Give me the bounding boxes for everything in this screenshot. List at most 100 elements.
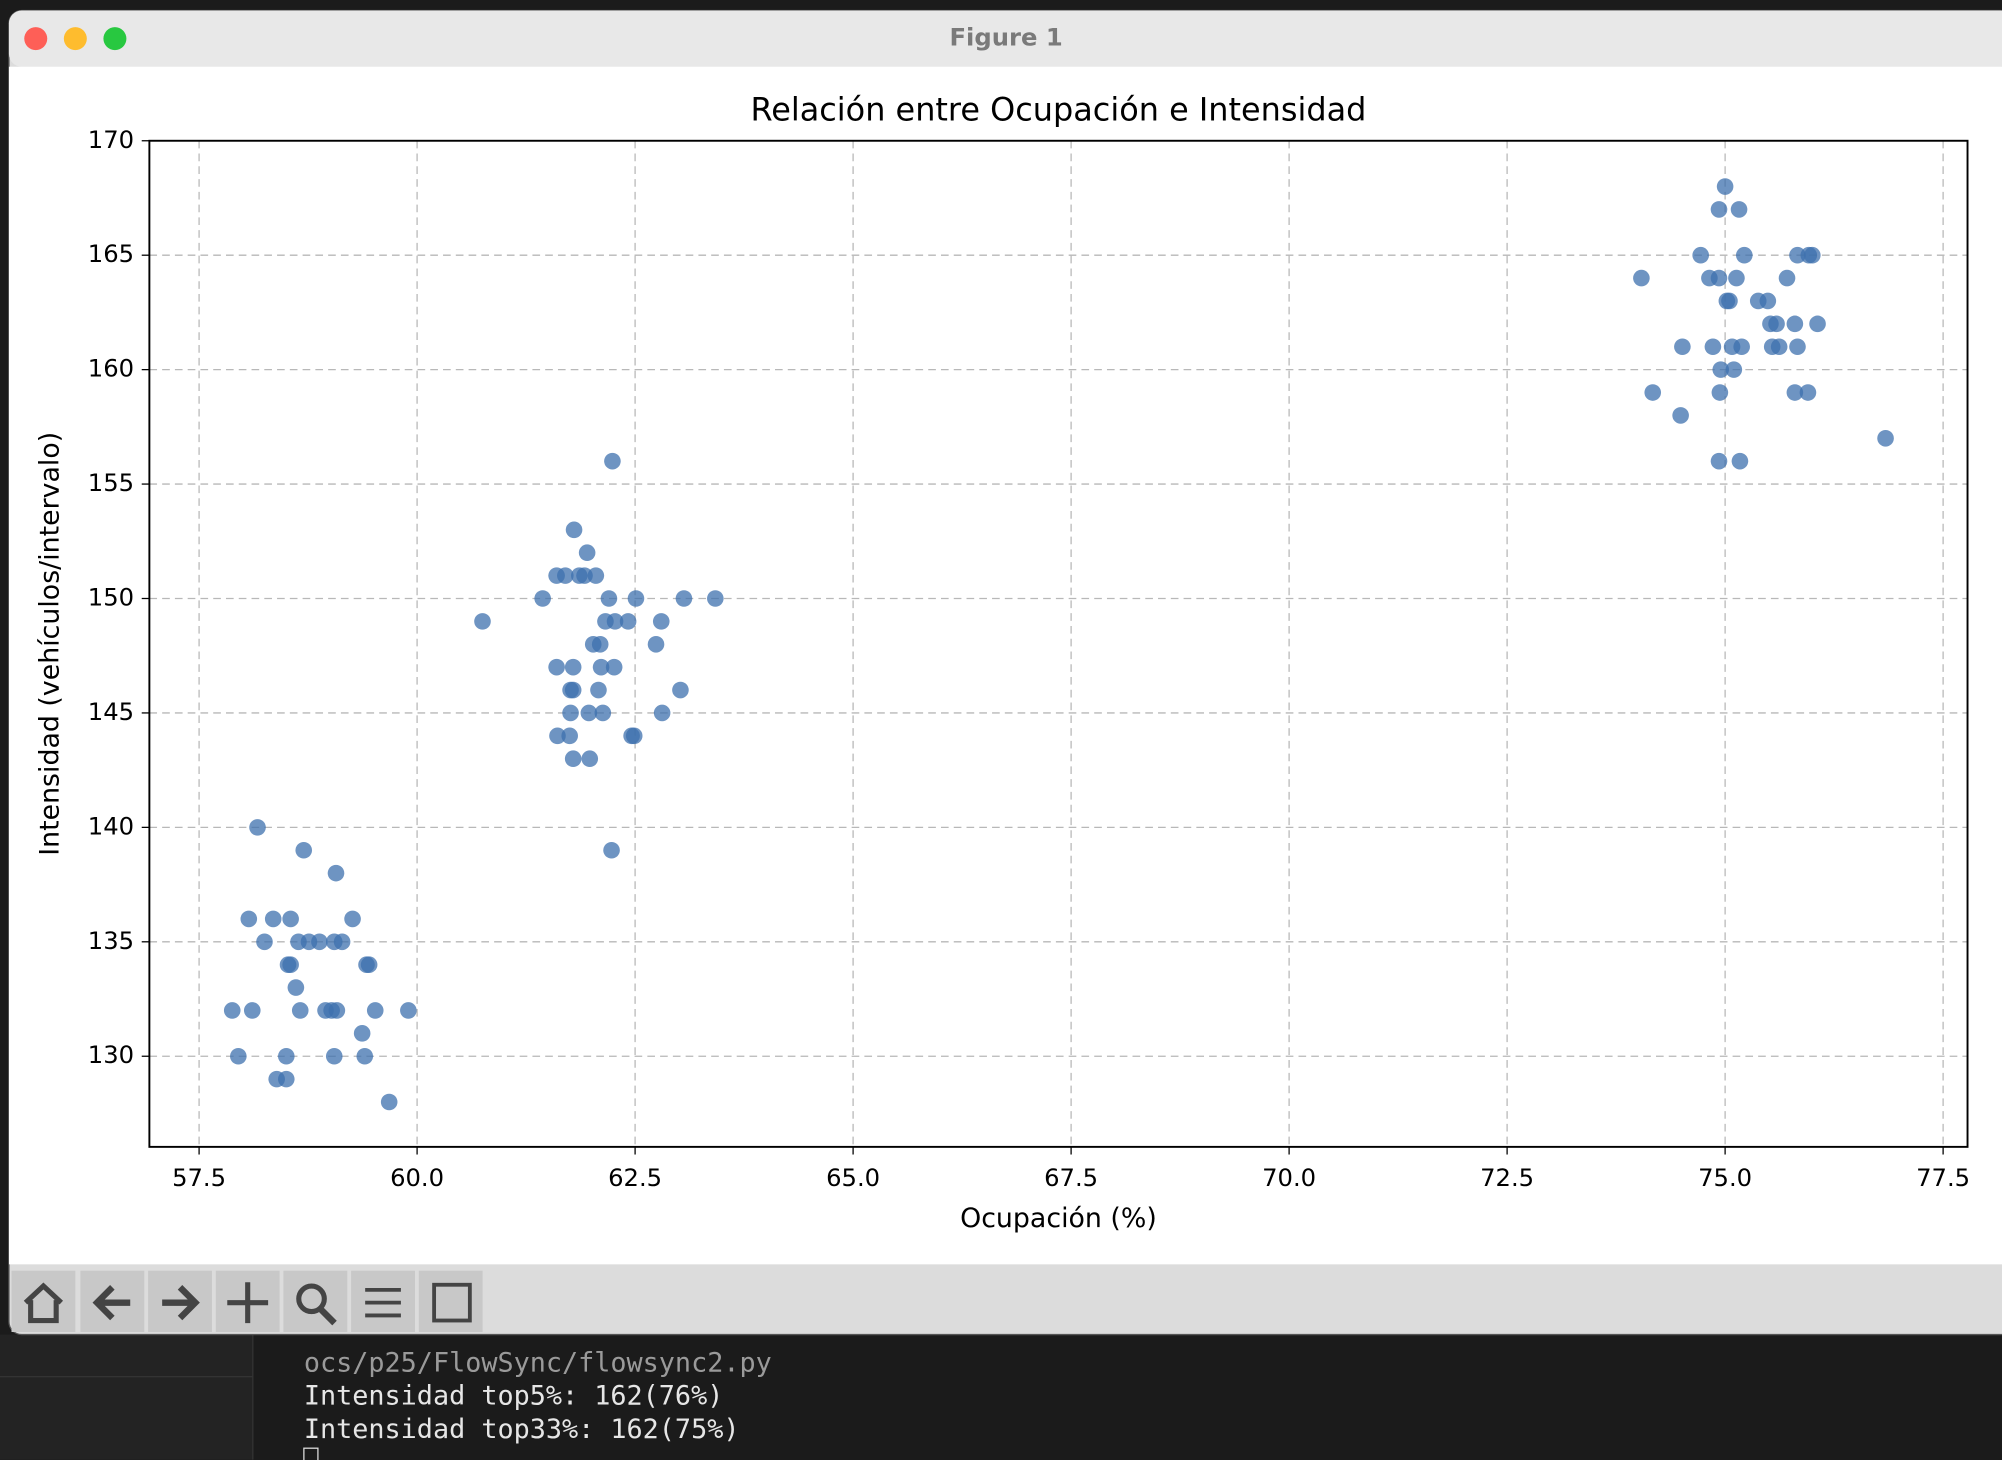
point xyxy=(282,956,299,973)
point xyxy=(1799,384,1817,401)
point xyxy=(1721,292,1738,310)
point xyxy=(1768,315,1785,333)
terminal-line: Intensidad top33%: 162(75%) xyxy=(304,1414,740,1445)
point xyxy=(1704,338,1722,356)
point xyxy=(256,933,273,951)
zoom-tool-button[interactable] xyxy=(283,1270,348,1333)
point xyxy=(282,910,299,928)
minimize-button[interactable] xyxy=(63,27,87,51)
point xyxy=(548,658,565,676)
point xyxy=(562,704,579,722)
y-tick-label: 155 xyxy=(88,468,134,497)
configure-icon xyxy=(365,1287,401,1318)
point xyxy=(1731,452,1749,470)
save-button[interactable] xyxy=(418,1270,483,1333)
point xyxy=(652,613,670,630)
title-bar xyxy=(8,10,2002,67)
point xyxy=(1877,429,1894,447)
point xyxy=(580,704,598,722)
point xyxy=(295,841,313,859)
point xyxy=(592,658,610,676)
point xyxy=(1786,315,1804,333)
point xyxy=(344,910,361,928)
point xyxy=(366,1002,384,1019)
point xyxy=(675,590,693,607)
point xyxy=(291,1002,309,1019)
point xyxy=(1644,384,1662,401)
y-tick-label: 150 xyxy=(88,583,134,612)
point xyxy=(619,613,637,630)
point xyxy=(557,567,574,584)
point xyxy=(328,1002,346,1019)
point xyxy=(534,590,551,607)
point xyxy=(249,819,266,836)
window-title: Figure 1 xyxy=(949,23,1062,52)
point xyxy=(605,658,623,676)
point xyxy=(707,590,724,607)
point xyxy=(627,590,645,607)
point xyxy=(1716,178,1734,195)
zoom-button[interactable] xyxy=(103,27,127,51)
point xyxy=(1692,246,1709,264)
y-tick-label: 160 xyxy=(88,354,134,383)
point xyxy=(1633,269,1650,287)
point xyxy=(564,681,582,699)
point xyxy=(581,750,599,768)
point xyxy=(1710,201,1728,218)
y-tick-label: 170 xyxy=(88,125,134,154)
home-icon xyxy=(23,1282,64,1324)
terminal-line: ocs/p25/FlowSync/flowsync2.py xyxy=(304,1347,772,1378)
point xyxy=(1804,246,1821,264)
x-tick-label: 57.5 xyxy=(172,1163,226,1192)
point xyxy=(604,452,621,470)
point xyxy=(240,910,258,928)
point xyxy=(325,1047,343,1065)
figure-canvas xyxy=(8,66,2002,1265)
x-tick-label: 60.0 xyxy=(390,1163,444,1192)
point xyxy=(578,544,596,562)
point xyxy=(1809,315,1826,333)
toolbar xyxy=(11,1270,483,1333)
close-button[interactable] xyxy=(24,27,48,51)
x-tick-label: 70.0 xyxy=(1262,1163,1316,1192)
point xyxy=(243,1002,261,1019)
point xyxy=(353,1025,371,1042)
plot: Relación entre Ocupación e Intensidad Oc… xyxy=(35,90,1971,1234)
point xyxy=(356,1047,374,1065)
point xyxy=(1710,269,1728,287)
point xyxy=(565,521,583,539)
x-tick-label: 67.5 xyxy=(1044,1163,1098,1192)
terminal: ocs/p25/FlowSync/flowsync2.py Intensidad… xyxy=(303,1347,772,1460)
chart-title: Relación entre Ocupación e Intensidad xyxy=(750,90,1366,128)
save-icon xyxy=(432,1282,472,1323)
point xyxy=(474,613,491,630)
point xyxy=(600,590,618,607)
point xyxy=(1733,338,1750,356)
y-axis-label: Intensidad (vehículos/intervalo) xyxy=(35,432,66,856)
point xyxy=(1735,246,1753,264)
point xyxy=(400,1002,417,1019)
point xyxy=(1786,384,1804,401)
point xyxy=(590,681,607,699)
window: Figure 1 xyxy=(8,9,2002,1336)
point xyxy=(564,750,582,768)
zoom-icon xyxy=(296,1283,327,1315)
y-tick-label: 165 xyxy=(88,239,134,268)
point xyxy=(672,681,689,699)
point xyxy=(625,727,643,745)
point xyxy=(549,727,566,745)
point xyxy=(1674,338,1691,356)
point xyxy=(564,658,582,676)
y-tick-label: 140 xyxy=(88,811,134,840)
pan-icon xyxy=(227,1282,269,1324)
point xyxy=(591,635,609,653)
point xyxy=(380,1093,398,1111)
forward-icon xyxy=(162,1285,200,1321)
point xyxy=(287,979,305,996)
point xyxy=(587,567,605,584)
point xyxy=(1759,292,1777,310)
point xyxy=(327,864,345,882)
point xyxy=(277,1047,295,1065)
y-tick-label: 135 xyxy=(88,926,134,955)
